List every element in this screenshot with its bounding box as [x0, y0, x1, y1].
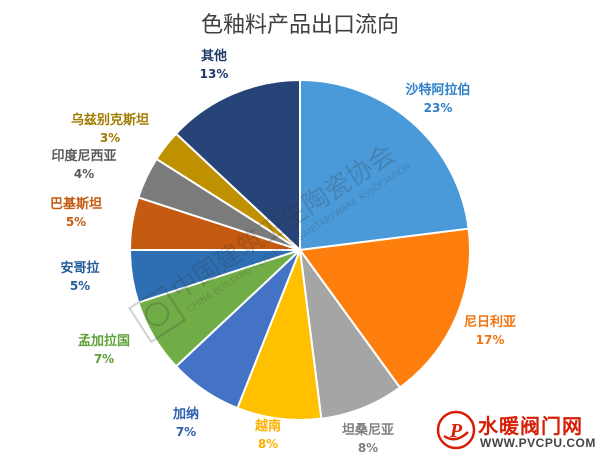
slice-percent-label: 3% [100, 131, 120, 145]
watermark-emblem-circle [145, 302, 170, 327]
logo-name: 水暖阀门网 [478, 414, 583, 438]
slice-category-label: 安哥拉 [60, 260, 99, 276]
slice-category-label: 尼日利亚 [464, 314, 516, 330]
chart-title: 色釉料产品出口流向 [201, 13, 399, 38]
slice-percent-label: 4% [74, 167, 94, 181]
slice-percent-label: 8% [258, 437, 278, 451]
slice-category-label: 乌兹别克斯坦 [71, 112, 149, 128]
pie-slice [174, 78, 301, 253]
slice-category-label: 其他 [201, 48, 227, 64]
slice-percent-label: 5% [66, 215, 86, 229]
logo-badge-icon: P [436, 410, 476, 450]
watermark-emblem-icon [128, 285, 187, 344]
slice-category-label: 越南 [254, 418, 281, 434]
pie-slice [299, 78, 470, 252]
pie-slices [128, 78, 471, 421]
slice-percent-label: 23% [424, 101, 453, 115]
slice-category-label: 沙特阿拉伯 [405, 82, 470, 98]
slice-category-label: 印度尼西亚 [51, 148, 116, 164]
slice-percent-label: 5% [70, 279, 90, 293]
slice-percent-label: 8% [358, 441, 378, 455]
site-logo: P 水暖阀门网 WWW.PVCPU.COM [436, 410, 596, 458]
slice-percent-label: 17% [476, 333, 505, 347]
slice-percent-label: 7% [176, 425, 196, 439]
slice-labels: 沙特阿拉伯 23% 尼日利亚 17% 坦桑尼亚 8% 越南 8% 加纳 7% 孟加拉国 7% 安哥拉 5%… [50, 48, 516, 455]
slice-category-label: 巴基斯坦 [50, 196, 102, 212]
slice-category-label: 坦桑尼亚 [342, 422, 394, 438]
slice-percent-label: 7% [94, 352, 114, 366]
logo-url: WWW.PVCPU.COM [480, 436, 596, 450]
slice-category-label: 加纳 [172, 406, 199, 422]
pie-slice [298, 227, 471, 389]
logo-badge-letter: P [449, 420, 463, 442]
slice-percent-label: 13% [200, 67, 229, 81]
slice-category-label: 孟加拉国 [78, 333, 130, 349]
